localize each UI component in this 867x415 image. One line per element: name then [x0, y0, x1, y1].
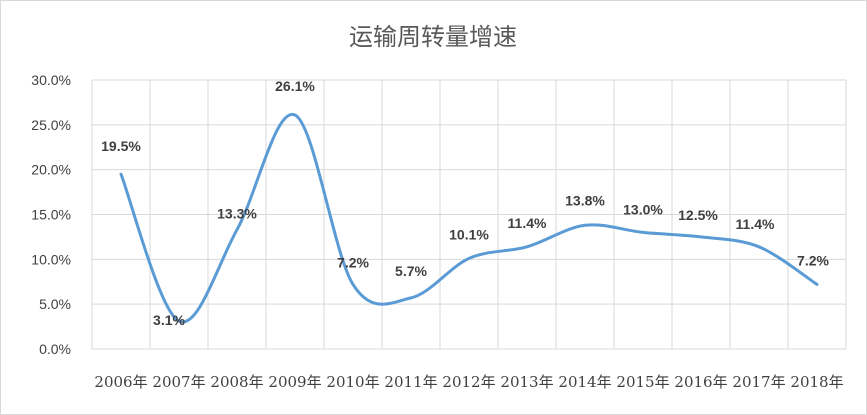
data-label: 5.7%: [395, 263, 427, 279]
x-tick-label: 2010年: [326, 373, 379, 391]
x-tick-label: 2015年: [616, 373, 669, 391]
data-label: 11.4%: [736, 216, 775, 232]
data-label: 13.3%: [217, 206, 257, 222]
y-axis-ticks: 0.0% 5.0% 10.0% 15.0% 20.0% 25.0% 30.0%: [31, 72, 71, 357]
y-tick-label: 20.0%: [31, 162, 71, 178]
x-tick-label: 2017年: [732, 373, 785, 391]
series-line: [119, 113, 819, 324]
data-label: 10.1%: [449, 226, 489, 242]
data-label: 11.4%: [508, 215, 547, 231]
y-tick-label: 10.0%: [31, 251, 71, 267]
data-label: 3.1%: [153, 312, 185, 328]
data-label: 26.1%: [275, 78, 315, 94]
gridlines: [91, 79, 847, 350]
x-tick-label: 2009年: [268, 373, 321, 391]
data-label: 19.5%: [101, 138, 141, 154]
y-tick-label: 30.0%: [31, 72, 71, 88]
series-layer: [119, 113, 819, 324]
x-tick-label: 2007年: [152, 373, 205, 391]
data-labels: 19.5% 3.1% 13.3% 26.1% 7.2% 5.7% 10.1% 11.4% 13.…: [101, 78, 829, 328]
y-tick-label: 5.0%: [39, 296, 71, 312]
x-axis-ticks: 2006年 2007年 2008年 2009年 2010年 2011年 2012年 2013年…: [94, 373, 843, 391]
data-label: 12.5%: [678, 207, 718, 223]
x-tick-label: 2018年: [790, 373, 843, 391]
x-tick-label: 2013年: [500, 373, 553, 391]
y-tick-label: 15.0%: [31, 207, 71, 223]
y-tick-label: 0.0%: [39, 341, 71, 357]
chart-title: 运输周转量增速: [349, 23, 517, 51]
x-tick-label: 2008年: [210, 373, 263, 391]
x-tick-label: 2014年: [558, 373, 611, 391]
x-tick-label: 2006年: [94, 373, 147, 391]
data-label: 13.0%: [623, 201, 663, 217]
x-tick-label: 2011年: [384, 373, 437, 391]
data-label: 13.8%: [565, 192, 605, 208]
data-label: 7.2%: [337, 254, 369, 270]
y-tick-label: 25.0%: [31, 117, 71, 133]
x-tick-label: 2012年: [442, 373, 495, 391]
data-label: 7.2%: [797, 252, 829, 268]
x-tick-label: 2016年: [674, 373, 727, 391]
